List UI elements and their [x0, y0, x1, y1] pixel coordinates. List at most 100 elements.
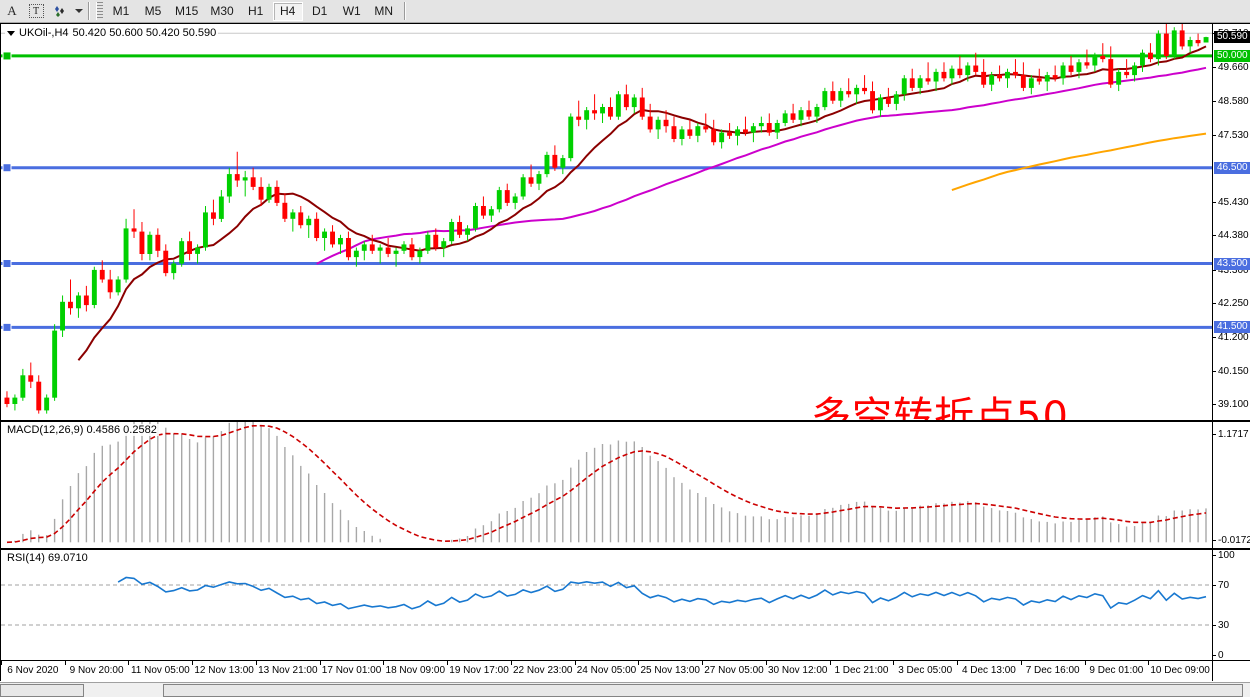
time-label: 1 Dec 21:00 [834, 665, 889, 676]
time-label: 11 Nov 05:00 [130, 665, 190, 676]
time-label: 9 Nov 20:00 [69, 665, 124, 676]
time-label: 27 Nov 05:00 [704, 665, 764, 676]
time-separator [1020, 661, 1022, 665]
time-label: 25 Nov 13:00 [640, 665, 700, 676]
time-label: 10 Dec 09:00 [1150, 665, 1210, 676]
time-separator [383, 661, 385, 665]
time-separator [192, 661, 194, 665]
time-label: 17 Nov 01:00 [321, 665, 382, 676]
price-axis[interactable]: 50.71049.66048.58047.53045.43044.38043.3… [1213, 23, 1250, 421]
toolbar-divider [88, 2, 90, 20]
price-tick: 43.300 [1213, 265, 1249, 276]
crosshair-templates-icon [55, 6, 64, 17]
timeframe-group: M1 M5 M15 M30 H1 H4 D1 W1 MN [105, 1, 400, 21]
price-tick: 49.660 [1213, 62, 1249, 73]
symbol-ohlc: 50.420 50.600 50.420 50.590 [72, 27, 217, 39]
text-tool-button[interactable]: A [7, 3, 17, 18]
level-handle-1 [2, 163, 12, 173]
toolbar-grip[interactable] [96, 2, 103, 20]
horizontal-scrollbar[interactable] [0, 682, 1250, 697]
rsi-pane[interactable]: RSI(14) 69.0710 [0, 549, 1213, 661]
rsi-tick: 0 [1213, 651, 1224, 661]
rsi-tick: 30 [1213, 621, 1229, 631]
macd-axis[interactable]: 1.1717 -0.0172 [1213, 421, 1250, 549]
time-separator [957, 661, 959, 665]
time-axis[interactable]: 6 Nov 2020 9 Nov 20:00 11 Nov 05:00 12 Nov … [0, 661, 1213, 681]
time-separator [64, 661, 66, 665]
chart-annotation-text: 多空转折点50 [811, 394, 1069, 421]
price-tick: 44.380 [1213, 231, 1249, 241]
symbol-info-row: UKOil-,H4 50.420 50.600 50.420 50.590 [5, 27, 219, 39]
time-separator [765, 661, 767, 665]
collapse-icon[interactable] [7, 30, 15, 36]
timeframe-m1[interactable]: M1 [112, 4, 130, 18]
time-label: 12 Nov 13:00 [194, 665, 254, 676]
time-label: 4 Dec 13:00 [961, 665, 1016, 676]
time-separator [1, 661, 2, 665]
time-separator [893, 661, 895, 665]
price-tick: 48.580 [1213, 97, 1249, 107]
time-separator [447, 661, 449, 665]
time-label: 19 Nov 17:00 [449, 665, 509, 676]
price-level-tag[interactable]: 43.500 [1214, 257, 1250, 270]
bid-price-tag: 50.590 [1214, 31, 1250, 44]
chevron-down-icon [74, 9, 83, 13]
time-label: 6 Nov 2020 [7, 665, 59, 676]
level-handle-3 [2, 322, 12, 332]
price-tick: 40.150 [1213, 366, 1249, 377]
timeframe-d1[interactable]: D1 [312, 4, 328, 18]
templates-button[interactable] [48, 1, 72, 22]
price-level-tag[interactable]: 41.500 [1214, 321, 1250, 334]
scrollbar-thumb-left[interactable] [0, 683, 84, 697]
time-separator [510, 661, 512, 665]
symbol-name: UKOil-,H4 [19, 27, 69, 39]
price-plot [1, 24, 1212, 414]
time-separator [1084, 661, 1086, 665]
timeframe-h1[interactable]: H1 [248, 4, 264, 18]
price-level-tag[interactable]: 46.500 [1214, 161, 1250, 174]
price-tick: 45.430 [1213, 197, 1249, 208]
time-separator [702, 661, 704, 665]
price-tick: 39.100 [1213, 400, 1249, 410]
templates-dropdown-button[interactable] [72, 1, 84, 22]
macd-plot [6, 422, 1207, 544]
time-label: 22 Nov 23:00 [513, 665, 573, 676]
time-label: 24 Nov 05:00 [576, 665, 637, 676]
timeframe-mn[interactable]: MN [374, 4, 394, 18]
price-tick: 41.200 [1213, 332, 1249, 343]
level-handle-0 [2, 51, 12, 61]
time-separator [128, 661, 130, 665]
scrollbar-thumb-main[interactable] [163, 683, 1243, 697]
price-level-tag[interactable]: 50.000 [1214, 49, 1250, 62]
time-separator [1148, 661, 1150, 665]
label-tool-button[interactable]: T [24, 1, 48, 22]
chart-canvas-area: UKOil-,H4 50.420 50.600 50.420 50.590 多空… [0, 23, 1250, 697]
timeframe-m15[interactable]: M15 [175, 4, 199, 18]
timeframe-m30[interactable]: M30 [210, 4, 234, 18]
macd-pane[interactable]: MACD(12,26,9) 0.4586 0.2582 [0, 421, 1213, 549]
timeframe-w1[interactable]: W1 [342, 4, 361, 18]
macd-tick: -0.0172 [1213, 536, 1250, 546]
rsi-axis[interactable]: 100 70 30 0 [1213, 549, 1250, 661]
time-separator [255, 661, 257, 665]
chart-toolbar: A T M1 M5 M15 M30 H1 H4 D1 W1 MN [0, 0, 1250, 23]
time-label: 13 Nov 21:00 [258, 665, 318, 676]
level-handle-2 [2, 259, 12, 269]
price-tick: 42.250 [1213, 299, 1249, 309]
macd-label: MACD(12,26,9) 0.4586 0.2582 [5, 424, 159, 436]
time-separator [319, 661, 321, 665]
time-separator [638, 661, 640, 665]
toolbar-divider-2 [403, 2, 406, 20]
time-label: 3 Dec 05:00 [898, 665, 953, 676]
rsi-tick: 70 [1213, 581, 1229, 591]
time-label: 18 Nov 09:00 [385, 665, 446, 676]
price-pane[interactable]: UKOil-,H4 50.420 50.600 50.420 50.590 多空… [0, 23, 1213, 421]
label-tool-icon: T [28, 4, 44, 18]
time-label: 7 Dec 16:00 [1025, 665, 1080, 676]
rsi-tick: 100 [1213, 551, 1235, 561]
scrollbar-track[interactable] [0, 683, 1250, 697]
timeframe-m5[interactable]: M5 [144, 4, 162, 18]
time-separator [574, 661, 576, 665]
timeframe-h4[interactable]: H4 [272, 1, 303, 21]
